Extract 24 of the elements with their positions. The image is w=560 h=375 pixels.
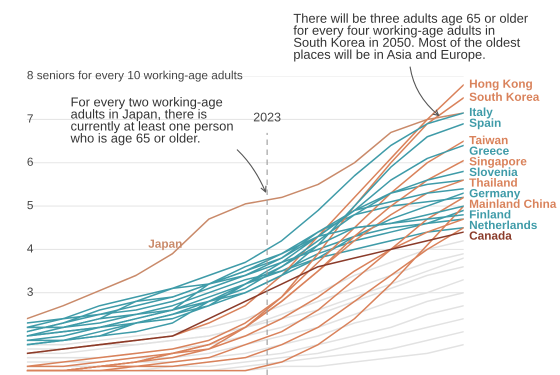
series-label: Thailand (469, 178, 517, 187)
series-label: Spain (469, 118, 501, 130)
y-tick-label: 5 (27, 201, 33, 210)
series-label: Singapore (469, 156, 526, 168)
text: There will be three adults age 65 or older for every four working-age adults in South Korea in 2050. Most of the oldest places will be in Asia and Europe. (294, 13, 528, 62)
y-tick-label: 6 (27, 158, 33, 166)
y-tick-label: 7 (27, 114, 33, 122)
y-tick-label: 4 (27, 244, 34, 252)
series-label: Hong Kong (470, 80, 532, 90)
series-label: Italy (470, 107, 493, 118)
y-tick-label: 3 (27, 288, 33, 296)
series-label: Germany (470, 188, 520, 200)
series-label: Japan (148, 240, 182, 250)
series-label: Greece (470, 146, 509, 155)
series-label: Canada (470, 231, 512, 240)
series-label: Taiwan (469, 136, 508, 144)
series-label: Slovenia (469, 167, 518, 176)
annotation: 2023 (254, 112, 280, 122)
series-label: Mainland China (470, 199, 556, 208)
y-tick-label: 8 seniors for every 10 working-age adults (27, 70, 242, 82)
series-label: Finland (470, 210, 510, 219)
annotation: For every two working-age adults in Japan, there is currently at least one person who is age 65 or older. (70, 97, 233, 146)
series-label: South Korea (469, 92, 540, 101)
series-label: Netherlands (470, 220, 537, 230)
